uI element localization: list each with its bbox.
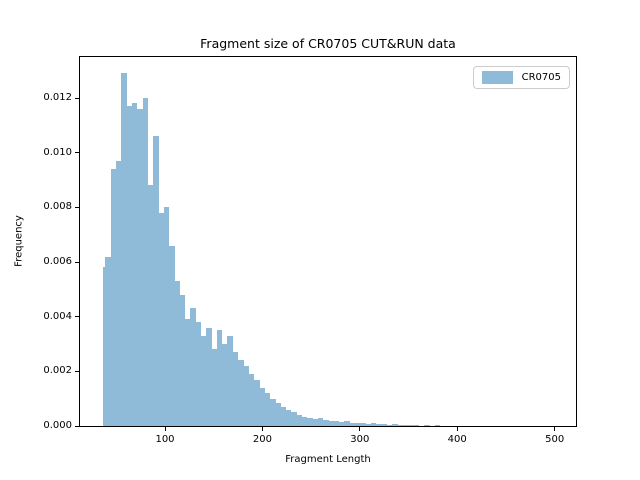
histogram-bar: [386, 424, 393, 426]
legend: CR0705: [472, 66, 570, 89]
y-axis-tick: [75, 97, 79, 99]
x-axis-tick: [359, 427, 361, 431]
histogram-bar: [184, 319, 191, 426]
histogram-bar: [126, 106, 133, 426]
legend-swatch: [481, 71, 513, 84]
histogram-bar: [269, 398, 276, 426]
histogram-bar: [163, 207, 170, 426]
histogram-bar: [206, 327, 212, 426]
histogram-bar: [222, 344, 228, 426]
histogram-bar: [232, 352, 239, 426]
histogram-bar: [131, 103, 138, 426]
histogram-bar: [423, 424, 430, 426]
histogram-bar: [195, 322, 202, 426]
y-axis-tick-label: 0.012: [43, 92, 72, 103]
x-axis-tick-label: 100: [155, 434, 175, 445]
histogram-bar: [153, 136, 159, 426]
x-axis-tick-label: 200: [252, 434, 272, 445]
y-axis-tick: [75, 206, 79, 208]
histogram-bar: [275, 402, 281, 426]
histogram-bar: [105, 256, 111, 426]
y-axis-tick-label: 0.006: [43, 256, 72, 267]
histogram-bar: [264, 393, 271, 426]
histogram-bar: [280, 406, 287, 426]
histogram-bar: [238, 360, 244, 426]
histogram-bar: [248, 374, 255, 426]
y-axis-tick: [75, 152, 79, 154]
histogram-bar: [174, 281, 180, 426]
histogram-bar: [317, 417, 324, 426]
histogram-bar: [200, 335, 207, 426]
histogram-bar: [243, 365, 249, 426]
histogram-bar: [402, 424, 409, 426]
histogram-bars: [80, 57, 576, 426]
x-axis-tick-label: 500: [545, 434, 565, 445]
histogram-bar: [360, 422, 366, 426]
histogram-bar: [227, 335, 234, 426]
histogram-bar: [115, 160, 122, 426]
histogram-bar: [179, 294, 186, 426]
histogram-bar: [338, 421, 345, 426]
histogram-bar: [365, 423, 372, 426]
histogram-bar: [434, 425, 441, 426]
histogram-bar: [344, 421, 350, 426]
histogram-bar: [354, 423, 361, 426]
histogram-bar: [333, 421, 340, 426]
histogram-bar: [291, 412, 297, 426]
histogram-bar: [397, 425, 403, 426]
x-axis-tick: [456, 427, 458, 431]
histogram-bar: [296, 414, 303, 426]
histogram-bar: [370, 423, 377, 426]
x-axis-tick-label: 400: [447, 434, 467, 445]
y-axis-tick-label: 0.004: [43, 310, 72, 322]
y-axis-tick: [75, 261, 79, 263]
histogram-bar: [147, 185, 154, 426]
histogram-bar: [190, 308, 196, 426]
histogram-bar: [259, 387, 265, 426]
histogram-bar: [137, 108, 143, 426]
histogram-bar: [407, 425, 414, 426]
x-axis-tick: [164, 427, 166, 431]
x-axis-tick: [261, 427, 263, 431]
histogram-bar: [301, 416, 308, 426]
histogram-bar: [312, 418, 319, 426]
plot-area: CR0705: [79, 56, 577, 427]
histogram-bar: [381, 423, 388, 426]
y-axis-tick: [75, 425, 79, 427]
y-axis-tick-label: 0.002: [43, 365, 72, 377]
legend-label: CR0705: [521, 72, 561, 83]
y-axis-tick-label: 0.008: [43, 201, 72, 213]
x-axis-tick-label: 300: [350, 434, 370, 445]
x-axis-label: Fragment Length: [285, 454, 371, 465]
histogram-bar: [110, 169, 117, 426]
y-axis-tick-label: 0.000: [43, 420, 72, 431]
chart-title: Fragment size of CR0705 CUT&RUN data: [200, 36, 456, 51]
histogram-bar: [211, 349, 218, 426]
histogram-bar: [328, 420, 334, 426]
histogram-bar: [216, 330, 223, 426]
y-axis-tick: [75, 316, 79, 318]
histogram-bar: [121, 73, 127, 426]
histogram-bar: [254, 379, 260, 426]
histogram-bar: [169, 245, 175, 426]
histogram-bar: [142, 98, 149, 426]
y-axis-label: Frequency: [13, 215, 25, 267]
histogram-bar: [413, 424, 419, 426]
histogram-bar: [376, 424, 382, 426]
histogram-bar: [285, 409, 292, 426]
histogram-bar: [349, 422, 356, 426]
histogram-bar: [158, 212, 165, 426]
y-axis-tick-label: 0.010: [43, 146, 72, 158]
x-axis-tick: [554, 427, 556, 431]
histogram-bar: [102, 267, 106, 426]
histogram-bar: [323, 420, 329, 426]
histogram-bar: [392, 424, 398, 426]
y-axis-tick: [75, 370, 79, 372]
histogram-bar: [307, 417, 313, 426]
